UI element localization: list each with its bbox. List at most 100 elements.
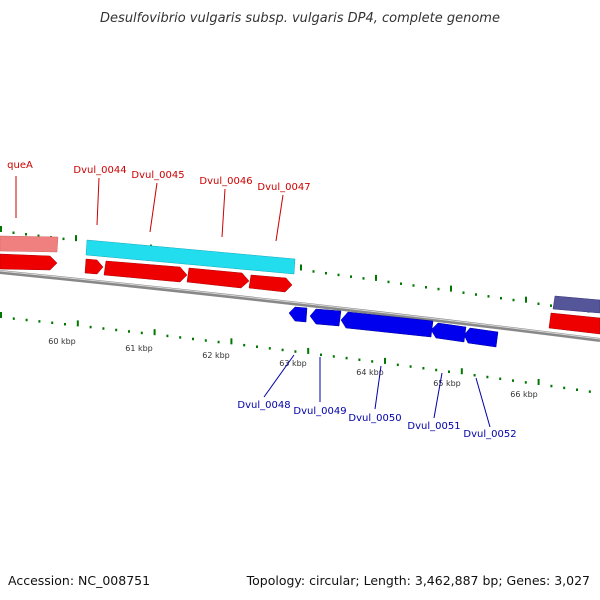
gene-label-dvul-0046[interactable]: Dvul_0046 xyxy=(199,176,252,187)
gene-arrow-dvul-0051[interactable] xyxy=(430,322,467,343)
label-leader-line xyxy=(221,188,226,238)
feature-bar-pink xyxy=(0,235,59,253)
minor-tick xyxy=(435,368,438,372)
gene-arrow-dvul-0044[interactable] xyxy=(84,258,104,275)
minor-tick xyxy=(140,331,143,335)
minor-tick xyxy=(437,287,440,291)
gene-arrow-forward-right[interactable] xyxy=(548,312,600,335)
scale-label: 61 kbp xyxy=(125,344,153,353)
gene-arrow-dvul-0048[interactable] xyxy=(288,306,308,323)
minor-tick xyxy=(62,237,65,241)
major-tick xyxy=(307,347,310,354)
gene-arrow-dvul-0049[interactable] xyxy=(309,308,342,327)
minor-tick xyxy=(12,317,15,320)
major-tick xyxy=(0,312,2,318)
accession-text: Accession: NC_008751 xyxy=(8,573,150,588)
gene-arrow-dvul-0046[interactable] xyxy=(186,267,250,289)
label-leader-line xyxy=(475,377,491,428)
minor-tick xyxy=(425,286,427,289)
major-tick xyxy=(230,338,233,345)
minor-tick xyxy=(371,360,374,363)
minor-tick xyxy=(448,370,450,373)
minor-tick xyxy=(281,348,284,352)
minor-tick xyxy=(243,343,246,347)
label-leader-line xyxy=(96,177,100,226)
minor-tick xyxy=(412,284,415,287)
minor-tick xyxy=(37,234,40,238)
genome-backbone xyxy=(0,270,600,342)
minor-tick xyxy=(179,336,182,339)
minor-tick xyxy=(217,340,220,344)
gene-label-quea[interactable]: queA xyxy=(7,160,33,171)
minor-tick xyxy=(337,273,340,277)
minor-tick xyxy=(512,298,515,302)
scale-label: 66 kbp xyxy=(510,390,538,399)
gene-label-dvul-0051[interactable]: Dvul_0051 xyxy=(407,421,460,432)
minor-tick xyxy=(345,356,348,360)
label-leader-line xyxy=(433,372,443,419)
scale-label: 63 kbp xyxy=(279,359,307,368)
minor-tick xyxy=(12,231,15,235)
gene-arrow-dvul-0050[interactable] xyxy=(340,311,434,338)
minor-tick xyxy=(462,291,465,294)
reverse-gene-labels xyxy=(263,354,491,428)
gene-arrow-dvul-0045[interactable] xyxy=(103,260,188,283)
gene-label-dvul-0047[interactable]: Dvul_0047 xyxy=(257,182,310,193)
gene-label-dvul-0052[interactable]: Dvul_0052 xyxy=(463,429,516,440)
gene-label-dvul-0048[interactable]: Dvul_0048 xyxy=(237,400,290,411)
reverse-gene-label-texts: Dvul_0048 Dvul_0049 Dvul_0050 Dvul_0051 … xyxy=(237,400,516,440)
minor-tick xyxy=(268,347,271,350)
minor-tick xyxy=(204,339,207,342)
minor-tick xyxy=(362,277,365,280)
feature-bar-purple xyxy=(552,295,600,314)
major-tick xyxy=(460,368,463,375)
minor-tick xyxy=(25,233,27,236)
major-tick xyxy=(75,235,77,242)
minor-tick xyxy=(312,270,315,273)
minor-tick xyxy=(512,379,514,382)
minor-tick xyxy=(358,358,361,362)
map-title: Desulfovibrio vulgaris subsp. vulgaris D… xyxy=(100,11,500,26)
minor-tick xyxy=(102,327,105,330)
minor-tick xyxy=(537,302,540,306)
gene-arrow-dvul-0047[interactable] xyxy=(248,274,293,293)
minor-tick xyxy=(387,280,390,284)
label-leader-line xyxy=(275,194,284,242)
feature-bar-cyan xyxy=(85,239,296,275)
gene-label-dvul-0050[interactable]: Dvul_0050 xyxy=(348,413,401,424)
scale-label: 62 kbp xyxy=(202,351,230,360)
minor-tick xyxy=(422,367,425,370)
minor-tick xyxy=(396,363,399,367)
minor-tick xyxy=(550,384,553,388)
minor-tick xyxy=(487,295,490,298)
scale-label: 65 kbp xyxy=(433,379,461,388)
minor-tick xyxy=(64,322,66,326)
minor-tick xyxy=(38,320,41,323)
minor-tick xyxy=(409,365,412,368)
major-tick xyxy=(375,274,377,281)
minor-tick xyxy=(524,381,527,384)
label-leader-line xyxy=(374,365,382,410)
forward-gene-label-texts: queA Dvul_0044 Dvul_0045 Dvul_0046 Dvul_… xyxy=(7,160,310,193)
major-tick xyxy=(384,357,386,364)
minor-tick xyxy=(25,318,28,322)
minor-tick xyxy=(128,330,130,333)
minor-tick xyxy=(350,275,352,278)
minor-tick xyxy=(486,375,489,379)
gene-label-dvul-0045[interactable]: Dvul_0045 xyxy=(131,170,184,181)
minor-tick xyxy=(588,390,591,393)
minor-tick xyxy=(192,337,194,341)
minor-tick xyxy=(473,373,476,377)
major-tick xyxy=(76,320,79,327)
gene-label-dvul-0044[interactable]: Dvul_0044 xyxy=(73,165,126,176)
minor-tick xyxy=(51,321,54,325)
label-leader-line xyxy=(263,354,295,398)
major-tick xyxy=(450,285,452,292)
gene-arrow-forward[interactable] xyxy=(0,253,58,271)
gene-arrow-dvul-0052[interactable] xyxy=(463,327,499,348)
gene-label-dvul-0049[interactable]: Dvul_0049 xyxy=(293,406,346,417)
minor-tick xyxy=(563,386,566,390)
minor-tick xyxy=(475,293,477,296)
minor-tick xyxy=(500,296,502,300)
